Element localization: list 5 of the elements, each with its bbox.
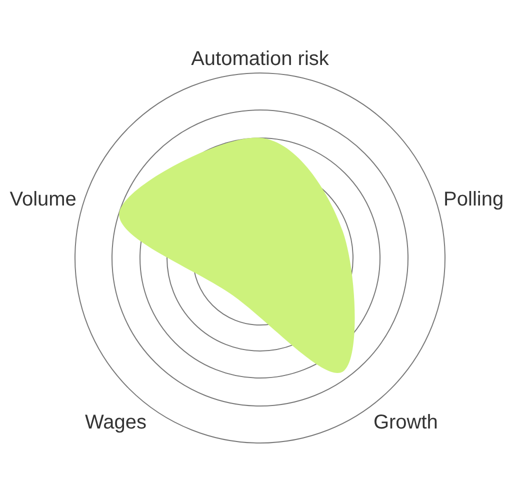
spoke-label: Automation risk bbox=[191, 48, 330, 70]
spoke-label: Wages bbox=[85, 411, 147, 434]
spoke-label: Polling bbox=[444, 188, 504, 210]
spoke-label: Growth bbox=[373, 411, 438, 434]
spoke-label: Volume bbox=[10, 188, 76, 210]
